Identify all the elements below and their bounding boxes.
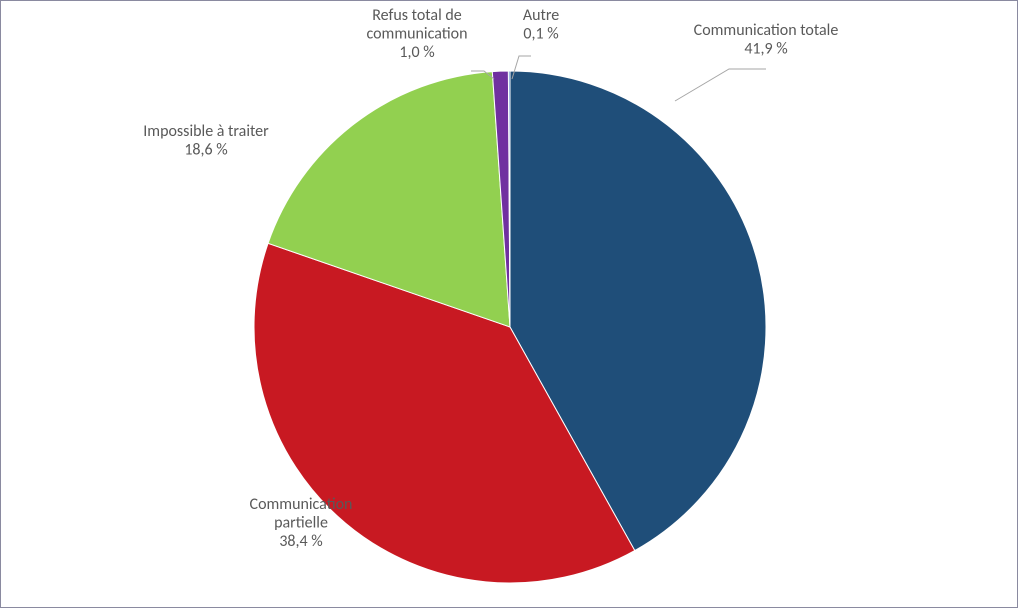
pie-chart: Communication totale41,9 % Communicationp…: [1, 1, 1018, 609]
slice-label: Autre0,1 %: [523, 6, 559, 43]
slice-label: Communication totale41,9 %: [694, 21, 839, 58]
chart-frame: Communication totale41,9 % Communicationp…: [0, 0, 1018, 608]
leader-line: [675, 69, 766, 101]
slice-label: Impossible à traiter18,6 %: [143, 122, 269, 159]
slice-label: Refus total decommunication1,0 %: [366, 6, 467, 62]
slice-label: Communicationpartielle38,4 %: [250, 495, 353, 551]
